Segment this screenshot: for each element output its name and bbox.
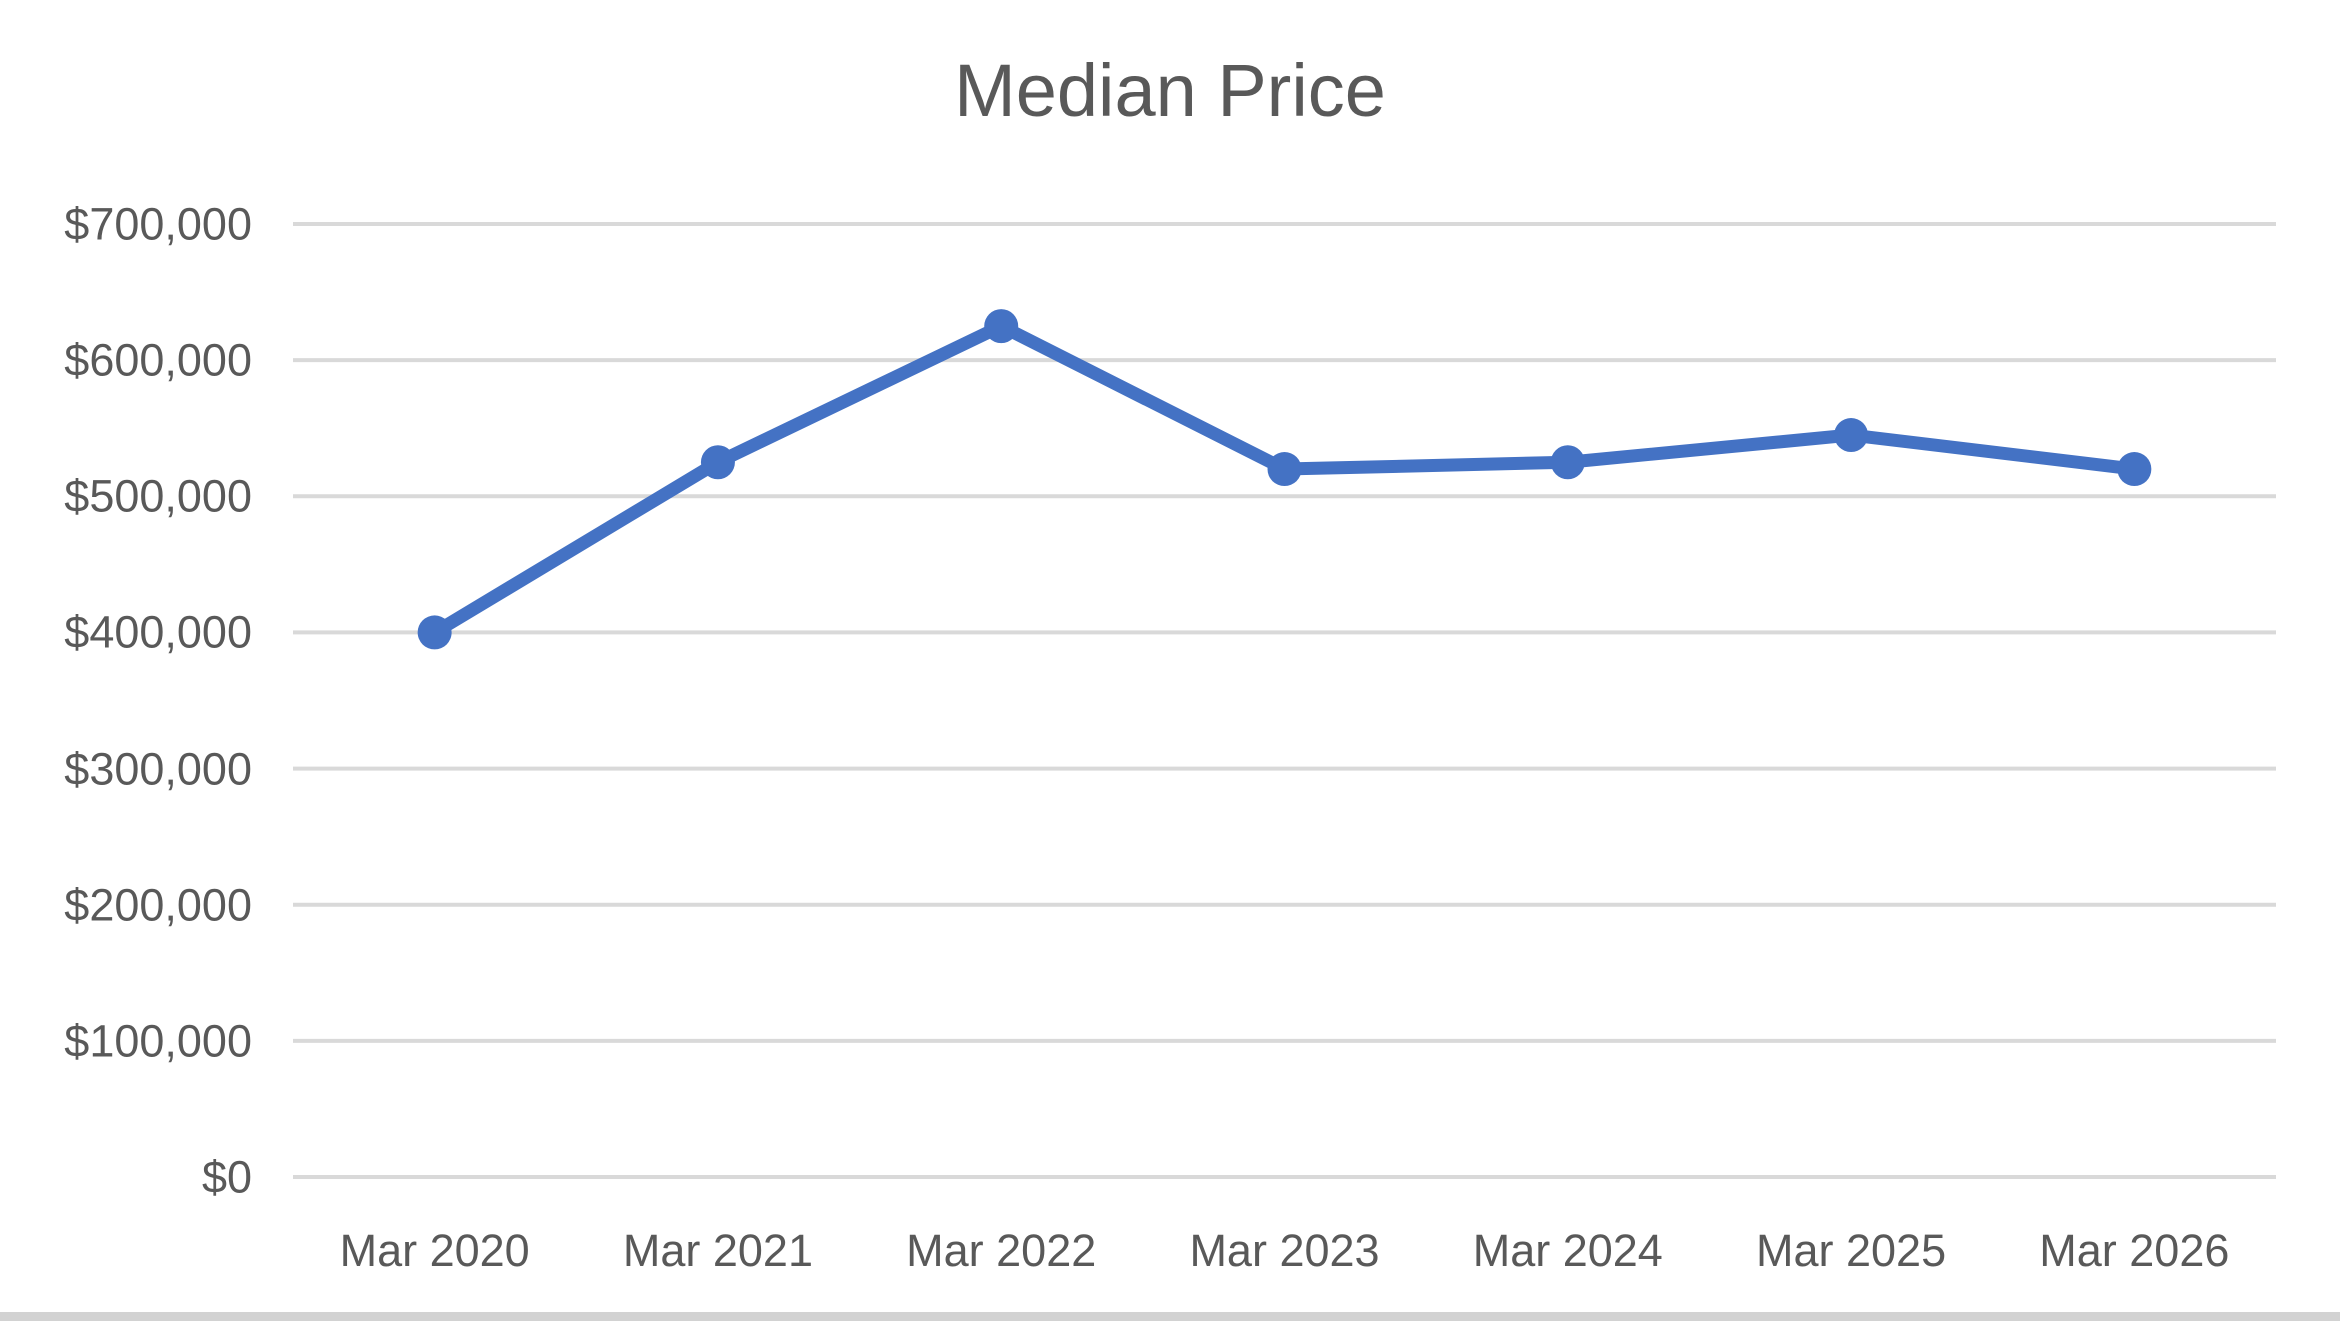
- data-point-marker: [984, 309, 1019, 344]
- x-axis-tick-label: Mar 2024: [1472, 1225, 1663, 1276]
- y-axis-tick-label: $100,000: [64, 1015, 252, 1067]
- bottom-edge-strip: [0, 1312, 2340, 1321]
- data-point-marker: [1267, 452, 1302, 487]
- data-point-marker: [417, 615, 452, 650]
- y-axis-tick-label: $0: [201, 1151, 252, 1203]
- data-point-marker: [2117, 452, 2152, 487]
- y-axis-tick-label: $400,000: [64, 606, 252, 658]
- x-axis-tick-label: Mar 2025: [1756, 1225, 1947, 1276]
- data-point-marker: [700, 445, 735, 480]
- x-axis-tick-label: Mar 2021: [622, 1225, 813, 1276]
- y-axis-tick-label: $200,000: [64, 879, 252, 931]
- x-axis-tick-label: Mar 2026: [2039, 1225, 2230, 1276]
- y-axis-tick-label: $500,000: [64, 470, 252, 522]
- x-axis-tick-label: Mar 2023: [1189, 1225, 1380, 1276]
- y-axis-tick-label: $700,000: [64, 198, 252, 250]
- data-point-marker: [1834, 418, 1869, 453]
- x-axis-tick-label: Mar 2022: [906, 1225, 1097, 1276]
- y-axis-tick-label: $300,000: [64, 743, 252, 795]
- x-axis-tick-label: Mar 2020: [339, 1225, 530, 1276]
- data-point-marker: [1550, 445, 1585, 480]
- y-axis-tick-label: $600,000: [64, 334, 252, 386]
- chart-title: Median Price: [954, 49, 1386, 132]
